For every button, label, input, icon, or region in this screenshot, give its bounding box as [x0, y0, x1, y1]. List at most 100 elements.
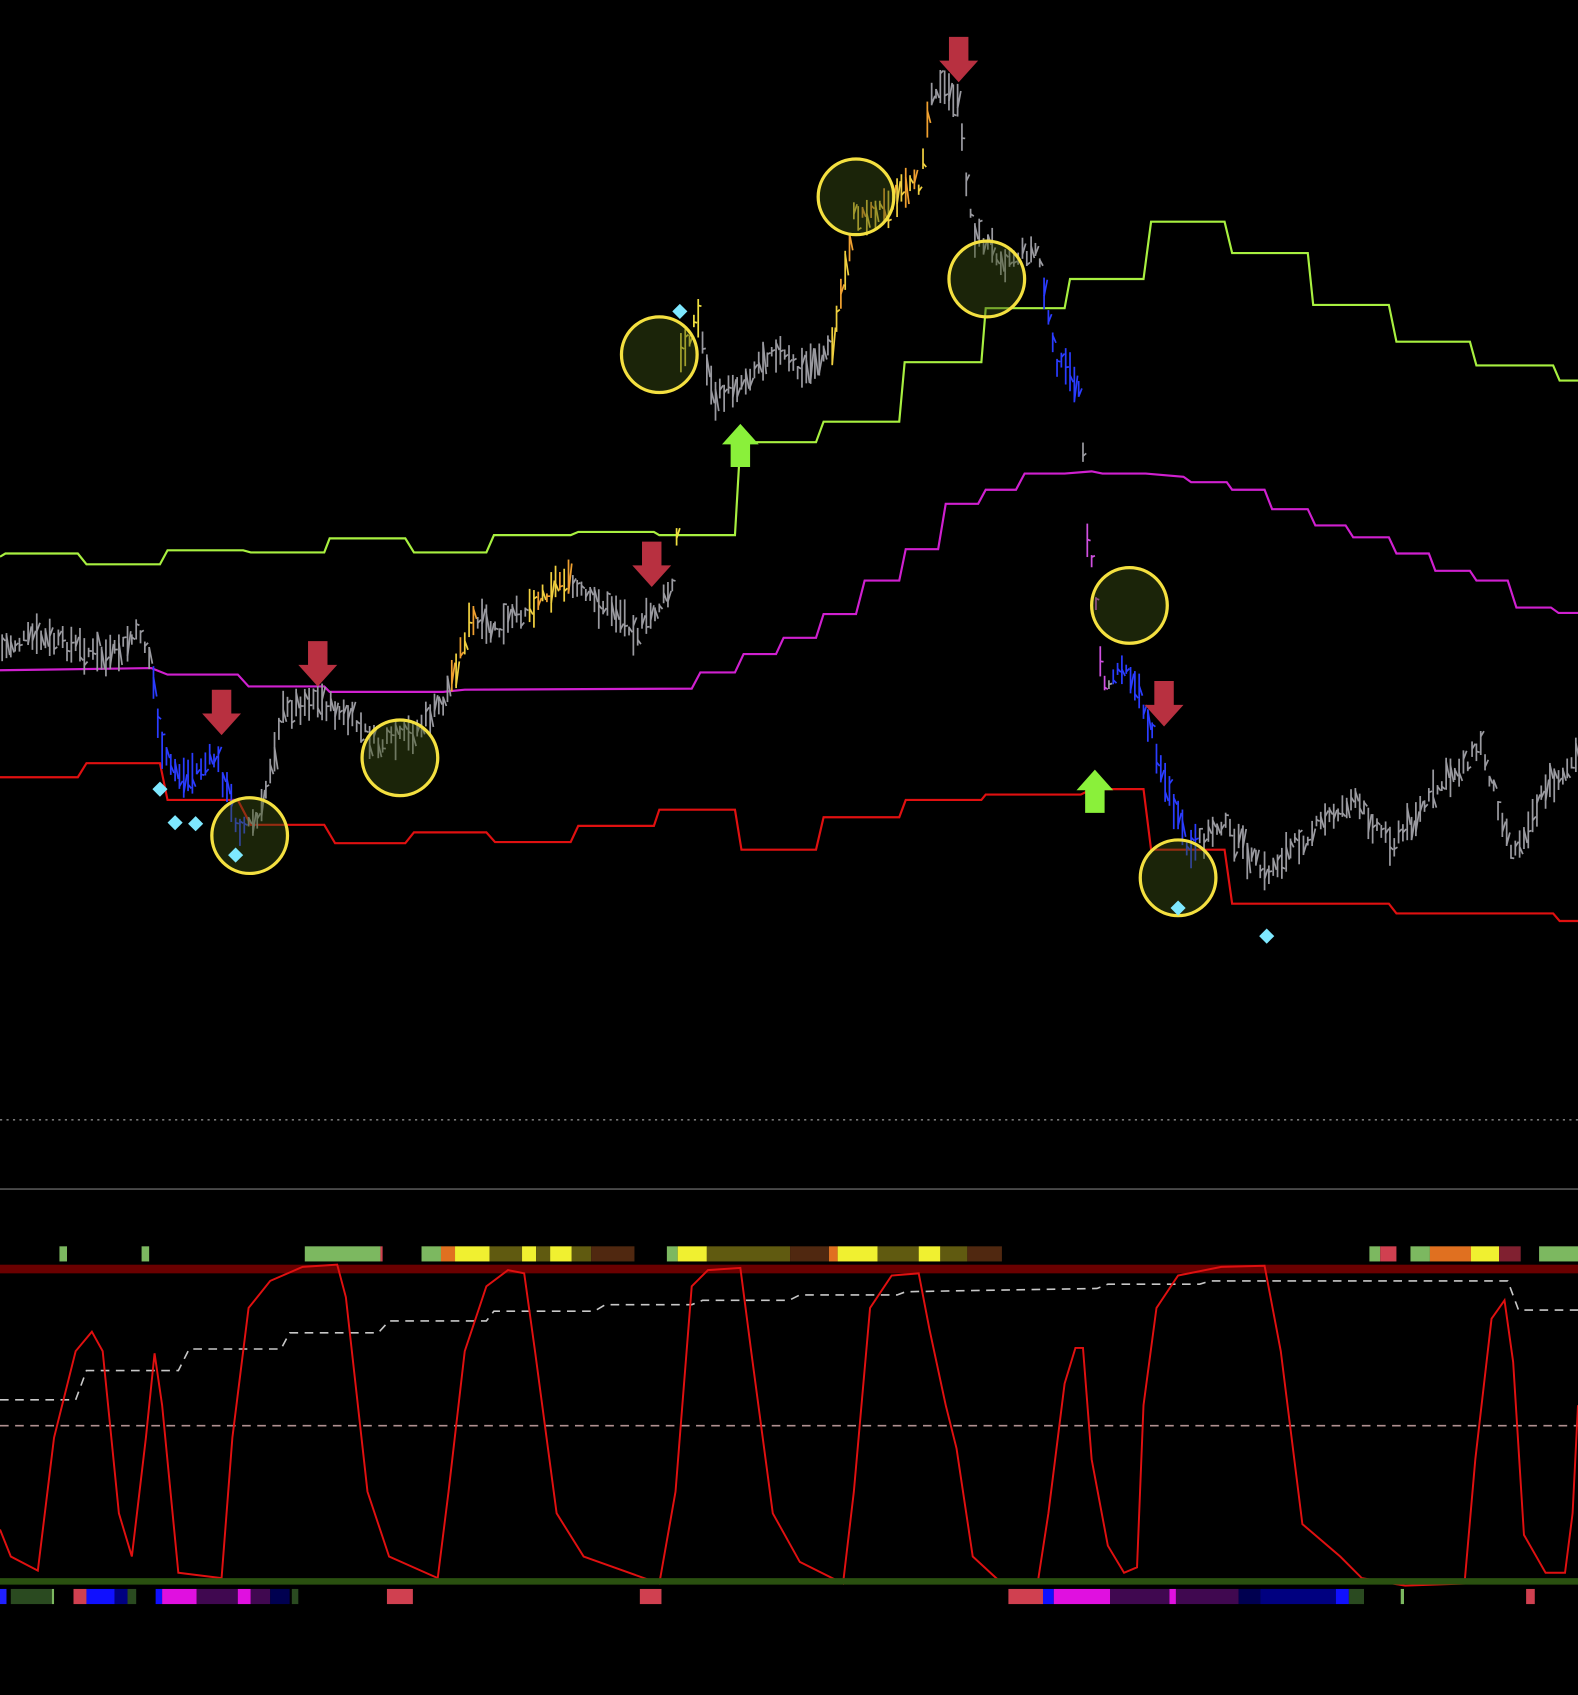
price-bar	[606, 591, 612, 616]
bar-close	[753, 363, 759, 370]
bar-close	[105, 656, 110, 662]
price-bar	[148, 646, 154, 670]
state-top-segment	[837, 1246, 878, 1262]
oscillator-line	[0, 1263, 1578, 1587]
price-bar	[1125, 664, 1131, 674]
price-bar	[961, 123, 966, 151]
price-bar	[1224, 812, 1230, 828]
state-top-segment	[1499, 1246, 1521, 1262]
state-top-segment	[877, 1246, 919, 1262]
bar-close	[801, 354, 807, 366]
price-bar	[1302, 835, 1308, 856]
bar-close	[377, 743, 383, 758]
price-bar	[1155, 743, 1161, 774]
price-bar	[1146, 709, 1152, 742]
state-bottom-segment	[1008, 1588, 1043, 1605]
price-bar	[57, 629, 63, 646]
price-bar	[1501, 812, 1507, 837]
bar-close	[913, 169, 919, 184]
bar-close	[1246, 842, 1252, 874]
price-bar	[433, 693, 439, 717]
bar-close	[1419, 800, 1425, 812]
bar-close	[425, 706, 430, 713]
bar-close	[1514, 841, 1520, 848]
price-bar	[161, 731, 166, 769]
bar-close	[879, 202, 884, 210]
state-top-segment	[522, 1246, 537, 1262]
bar-close	[123, 636, 127, 639]
price-bar	[14, 640, 19, 652]
bar-close	[926, 110, 932, 124]
bar-close	[1043, 279, 1049, 297]
bar-close	[672, 579, 676, 582]
price-bar	[909, 175, 915, 192]
bar-close	[589, 587, 595, 596]
price-bar	[455, 653, 461, 689]
marker-diamond	[1170, 900, 1186, 916]
price-bar	[1527, 811, 1532, 849]
bar-close	[680, 346, 685, 350]
bar-close	[1476, 750, 1480, 754]
price-bar	[801, 347, 807, 388]
price-bar	[792, 354, 798, 371]
price-bar	[1440, 781, 1446, 792]
price-bar	[247, 816, 253, 827]
state-bottom-segment	[270, 1588, 290, 1605]
price-bar	[377, 737, 383, 759]
price-bar	[814, 348, 820, 379]
bar-close	[14, 642, 19, 647]
state-bottom-segment	[291, 1588, 299, 1605]
price-bar	[1350, 789, 1356, 811]
bar-close	[316, 707, 322, 715]
price-bar	[390, 726, 395, 744]
state-bottom-segment	[10, 1588, 52, 1605]
bar-close	[1203, 838, 1208, 844]
price-bar	[386, 727, 391, 744]
bar-close	[1155, 761, 1161, 767]
state-top-segment	[1380, 1246, 1397, 1262]
bar-close	[83, 660, 89, 666]
bar-close	[19, 643, 23, 647]
state-top-segment	[536, 1246, 551, 1262]
bar-close	[528, 607, 534, 615]
price-bar	[169, 754, 175, 775]
state-top-segment	[421, 1246, 441, 1262]
bar-close	[944, 93, 949, 97]
bar-close	[831, 327, 837, 364]
price-bar	[1255, 849, 1261, 866]
price-bar	[1462, 750, 1468, 774]
price-bar	[79, 627, 84, 662]
price-bar	[878, 200, 884, 210]
bar-close	[1116, 667, 1122, 673]
price-bar	[1220, 821, 1226, 836]
bar-close	[468, 621, 473, 624]
state-top-segment	[380, 1246, 383, 1262]
bar-close	[1432, 796, 1438, 808]
bar-close	[1233, 851, 1239, 860]
price-bar	[459, 637, 465, 659]
price-bar	[1315, 815, 1321, 827]
marker-diamond	[152, 781, 168, 797]
price-bar	[1466, 761, 1472, 772]
price-bar	[299, 696, 304, 725]
price-bar	[463, 632, 469, 655]
price-bar	[1389, 826, 1394, 866]
price-bar	[1276, 854, 1282, 878]
upper-band	[0, 220, 1578, 566]
bar-close	[144, 642, 149, 647]
bar-close	[1393, 846, 1398, 850]
price-bar	[1159, 755, 1165, 783]
bar-close	[675, 527, 681, 539]
bar-close	[66, 649, 71, 653]
bar-close	[1181, 820, 1187, 838]
price-bar	[40, 630, 46, 650]
state-bottom-segment	[1238, 1588, 1261, 1605]
bar-close	[714, 388, 720, 412]
bar-close	[118, 642, 123, 666]
price-bar	[788, 345, 793, 372]
bar-close	[1367, 813, 1373, 833]
bar-close	[1172, 797, 1178, 805]
price-bar	[930, 82, 936, 106]
bar-close	[429, 710, 435, 728]
bar-close	[636, 639, 642, 645]
